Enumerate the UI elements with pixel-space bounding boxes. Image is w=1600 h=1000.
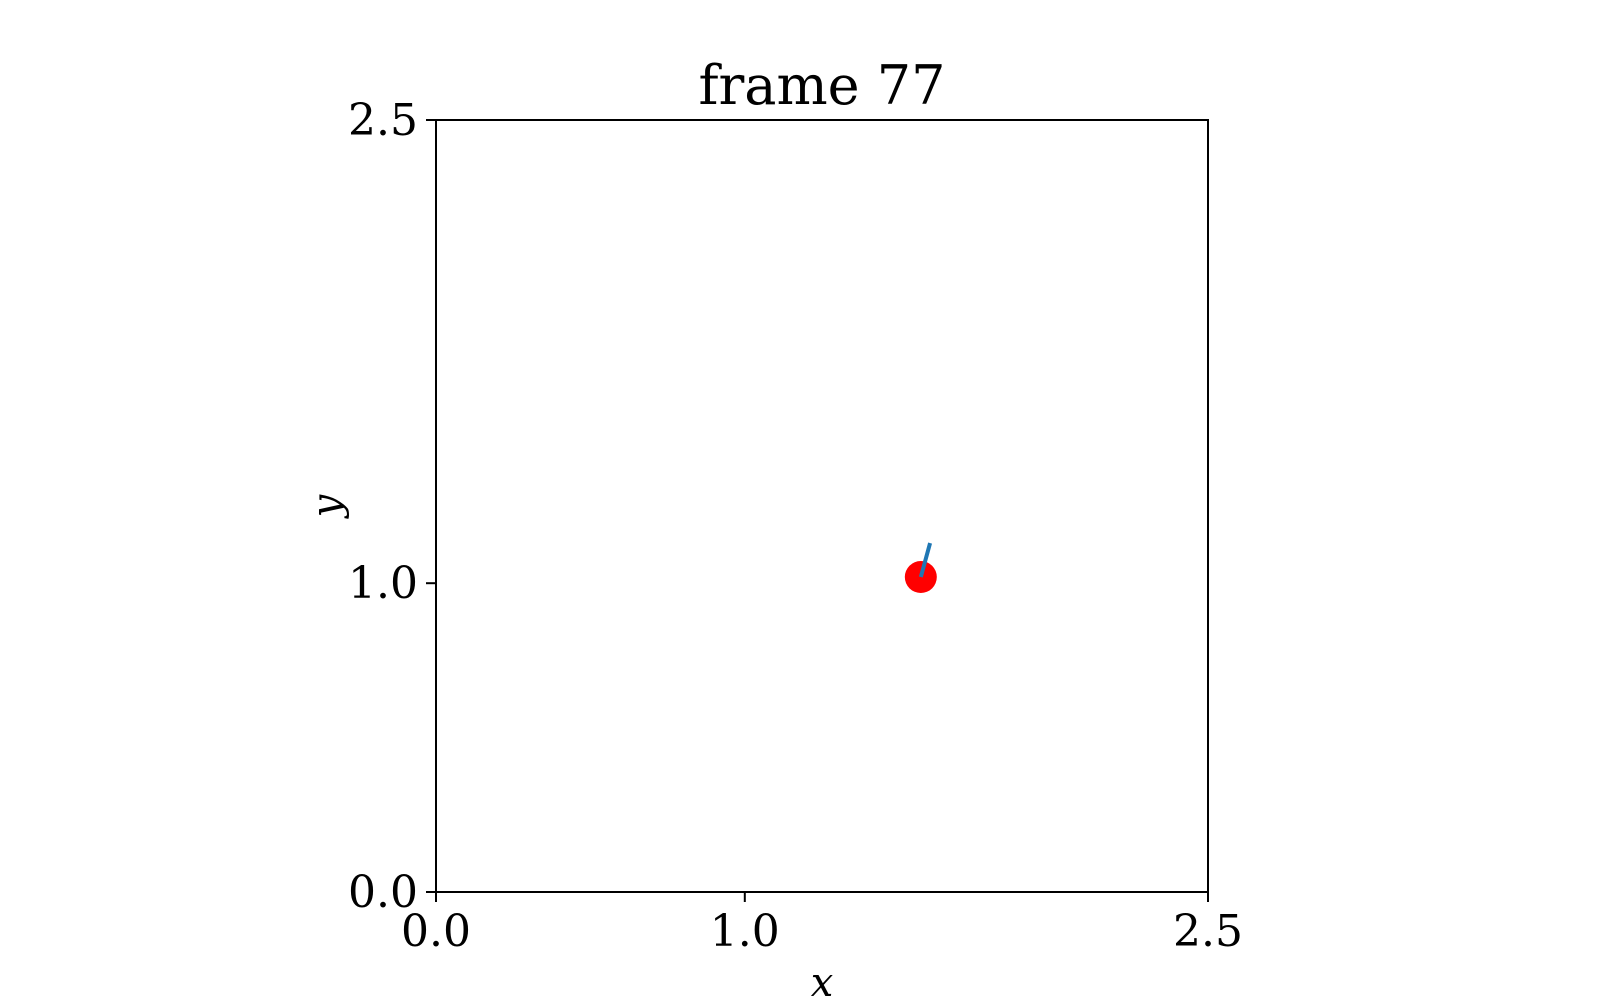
x-tick-label: 1.0 <box>710 906 780 957</box>
chart-title: frame 77 <box>698 54 945 117</box>
y-tick-label: 2.5 <box>348 95 418 146</box>
y-axis-label: y <box>304 493 350 519</box>
plot-frame <box>435 119 1209 893</box>
y-axis-ticks: 0.0 1.0 2.5 <box>348 95 436 918</box>
direction-segment <box>918 542 933 578</box>
x-axis-ticks: 0.0 1.0 2.5 <box>401 892 1243 957</box>
x-tick-label: 0.0 <box>401 906 471 957</box>
x-axis-label: x <box>811 960 834 1000</box>
y-tick-label: 1.0 <box>348 558 418 609</box>
y-tick-label: 0.0 <box>348 867 418 918</box>
x-tick-label: 2.5 <box>1173 906 1243 957</box>
data-marks <box>904 542 937 594</box>
